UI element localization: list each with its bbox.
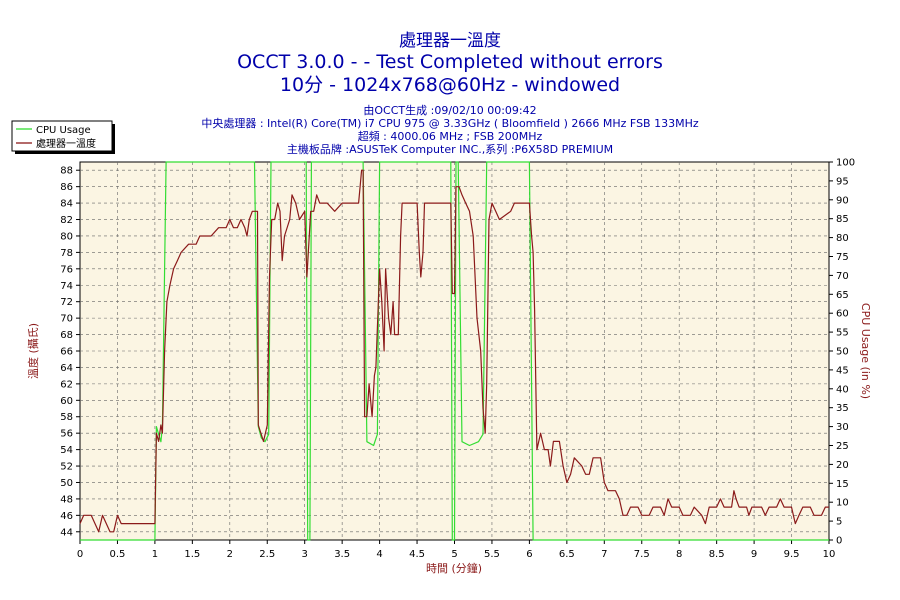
chart-title: 處理器一溫度 bbox=[399, 31, 501, 51]
y-right-tick-label: 25 bbox=[836, 441, 849, 452]
y-left-tick-label: 56 bbox=[60, 429, 73, 440]
y-right-tick-label: 40 bbox=[836, 384, 849, 395]
y-left-tick-label: 62 bbox=[60, 379, 73, 390]
legend: CPU Usage 處理器一溫度 bbox=[11, 120, 115, 154]
y-left-tick-label: 76 bbox=[60, 264, 73, 275]
legend-label-temperature: 處理器一溫度 bbox=[36, 137, 96, 150]
y-axis-right-ticks: 0 5 10 15 20 25 30 35 40 45 50 55 60 65 70 75 80 85 90 95 10… bbox=[829, 158, 855, 547]
y-right-tick-label: 60 bbox=[836, 309, 849, 320]
y-left-tick-label: 64 bbox=[60, 363, 73, 374]
y-left-tick-label: 88 bbox=[60, 166, 73, 177]
y-right-tick-label: 65 bbox=[836, 290, 849, 301]
y-right-tick-label: 80 bbox=[836, 233, 849, 244]
y-right-tick-label: 55 bbox=[836, 328, 849, 339]
legend-label-cpu-usage: CPU Usage bbox=[36, 125, 91, 136]
y-right-tick-label: 75 bbox=[836, 252, 849, 263]
y-right-tick-label: 35 bbox=[836, 403, 849, 414]
y-left-tick-label: 84 bbox=[60, 199, 73, 210]
y-right-tick-label: 85 bbox=[836, 214, 849, 225]
x-tick-label: 9.5 bbox=[784, 549, 800, 560]
y-left-tick-label: 70 bbox=[60, 314, 73, 325]
y-left-tick-label: 82 bbox=[60, 215, 73, 226]
x-axis-ticks: 0 0.5 1 1.5 2 2.5 3 3.5 4 4.5 5 5.5 6 6.5 7 7.5 8 8.5 9 9.5… bbox=[77, 540, 836, 560]
x-tick-label: 7.5 bbox=[634, 549, 650, 560]
x-tick-label: 5 bbox=[451, 549, 457, 560]
y-left-tick-label: 68 bbox=[60, 330, 73, 341]
legend-box bbox=[11, 120, 113, 152]
y-right-tick-label: 100 bbox=[836, 158, 855, 169]
x-tick-label: 2.5 bbox=[259, 549, 275, 560]
x-tick-label: 2 bbox=[227, 549, 233, 560]
y-right-tick-label: 10 bbox=[836, 498, 849, 509]
y-left-tick-label: 74 bbox=[60, 281, 73, 292]
x-tick-label: 4.5 bbox=[409, 549, 425, 560]
y-left-tick-label: 52 bbox=[60, 462, 73, 473]
info-cpu: 中央處理器 : Intel(R) Core(TM) i7 CPU 975 @ 3… bbox=[201, 116, 699, 130]
x-tick-label: 3 bbox=[302, 549, 308, 560]
y-right-tick-label: 70 bbox=[836, 271, 849, 282]
y-left-tick-label: 48 bbox=[60, 494, 73, 505]
chart-subtitle-mode: 10分 - 1024x768@60Hz - windowed bbox=[280, 74, 620, 96]
y-right-tick-label: 0 bbox=[836, 536, 842, 547]
x-tick-label: 6.5 bbox=[559, 549, 575, 560]
y-axis-right-label: CPU Usage (in %) bbox=[859, 303, 872, 399]
x-tick-label: 1 bbox=[152, 549, 158, 560]
y-left-tick-label: 46 bbox=[60, 511, 73, 522]
y-left-tick-label: 58 bbox=[60, 412, 73, 423]
x-tick-label: 10 bbox=[823, 549, 836, 560]
series-lines bbox=[79, 161, 829, 541]
y-right-tick-label: 20 bbox=[836, 460, 849, 471]
y-right-tick-label: 50 bbox=[836, 347, 849, 358]
y-left-tick-label: 60 bbox=[60, 396, 73, 407]
y-right-tick-label: 45 bbox=[836, 365, 849, 376]
y-left-tick-label: 86 bbox=[60, 182, 73, 193]
x-tick-label: 0 bbox=[77, 549, 83, 560]
series-line-temperature bbox=[79, 169, 829, 533]
y-right-tick-label: 95 bbox=[836, 176, 849, 187]
y-right-tick-label: 15 bbox=[836, 479, 849, 490]
y-left-tick-label: 54 bbox=[60, 445, 73, 456]
x-tick-label: 9 bbox=[751, 549, 757, 560]
x-tick-label: 1.5 bbox=[184, 549, 200, 560]
y-left-tick-label: 80 bbox=[60, 231, 73, 242]
info-motherboard: 主機板品牌 :ASUSTeK Computer INC.,系列 :P6X58D … bbox=[287, 142, 613, 156]
series-line-cpu-usage bbox=[80, 161, 829, 541]
info-overclock: 超頻 : 4000.06 MHz ; FSB 200MHz bbox=[358, 129, 543, 143]
chart-subtitle-test: OCCT 3.0.0 - - Test Completed without er… bbox=[237, 51, 663, 73]
info-generated: 由OCCT生成 :09/02/10 00:09:42 bbox=[363, 103, 536, 117]
x-tick-label: 5.5 bbox=[484, 549, 500, 560]
x-tick-label: 6 bbox=[526, 549, 532, 560]
y-left-tick-label: 66 bbox=[60, 347, 73, 358]
x-tick-label: 3.5 bbox=[334, 549, 350, 560]
y-axis-left-ticks: 44 46 48 50 52 54 56 58 60 62 64 66 68 70 72 74 76 78 80 82… bbox=[60, 166, 80, 538]
x-axis-label: 時間 (分鐘) bbox=[426, 561, 482, 575]
x-tick-label: 0.5 bbox=[109, 549, 125, 560]
x-tick-label: 7 bbox=[601, 549, 607, 560]
y-left-tick-label: 50 bbox=[60, 478, 73, 489]
y-left-tick-label: 44 bbox=[60, 527, 73, 538]
y-right-tick-label: 90 bbox=[836, 195, 849, 206]
x-tick-label: 8 bbox=[676, 549, 682, 560]
y-axis-left-label: 溫度 (攝氏) bbox=[26, 323, 40, 379]
y-left-tick-label: 72 bbox=[60, 297, 73, 308]
y-left-tick-label: 78 bbox=[60, 248, 73, 259]
x-tick-label: 8.5 bbox=[709, 549, 725, 560]
y-right-tick-label: 30 bbox=[836, 422, 849, 433]
y-right-tick-label: 5 bbox=[836, 517, 842, 528]
x-tick-label: 4 bbox=[376, 549, 382, 560]
